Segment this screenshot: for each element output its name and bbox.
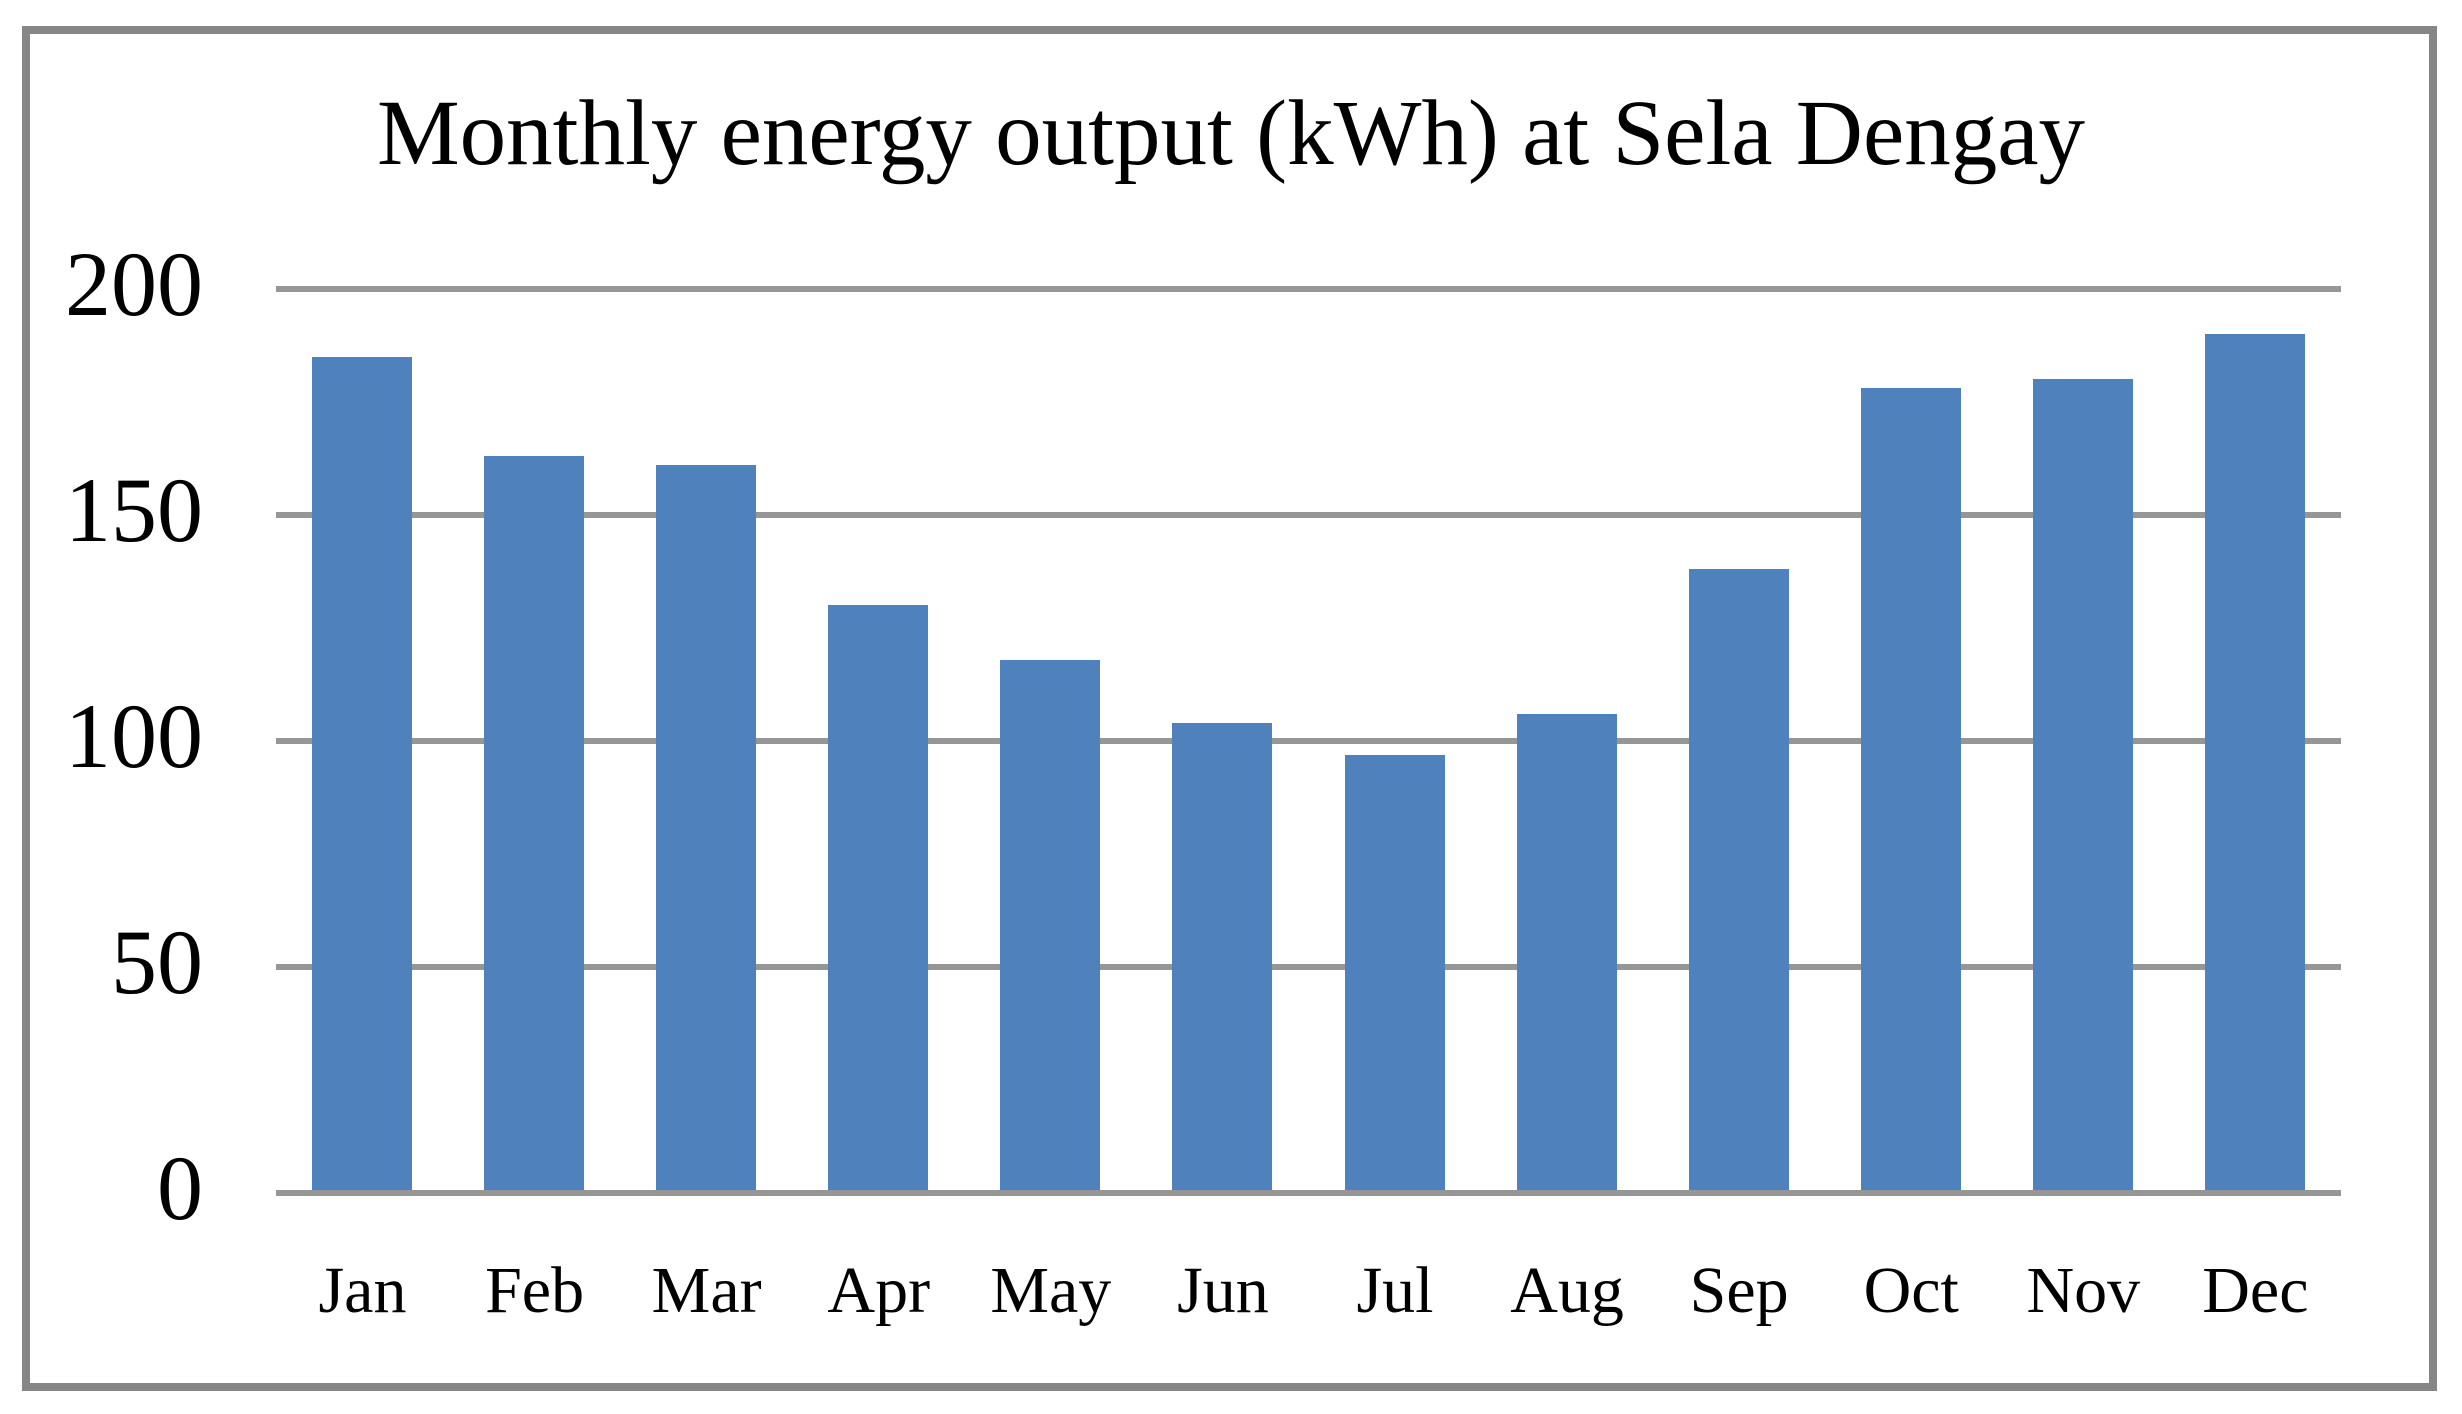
- y-tick-label: 200: [65, 232, 203, 335]
- bar-feb: [484, 456, 585, 1193]
- x-tick-label-nov: Nov: [2026, 1254, 2141, 1327]
- bar-jan: [312, 356, 413, 1193]
- x-tick-label-jan: Jan: [318, 1254, 407, 1327]
- gridline: [276, 512, 2341, 518]
- y-tick-label: 0: [157, 1136, 203, 1239]
- x-tick-label-jul: Jul: [1356, 1254, 1434, 1327]
- bar-may: [1000, 659, 1101, 1193]
- x-tick-label-dec: Dec: [2202, 1254, 2309, 1327]
- bar-oct: [1860, 388, 1961, 1193]
- y-tick-label: 100: [65, 684, 203, 787]
- gridline: [276, 738, 2341, 744]
- bar-nov: [2032, 379, 2133, 1193]
- bar-jun: [1172, 722, 1273, 1193]
- gridline: [276, 964, 2341, 970]
- x-tick-label-oct: Oct: [1863, 1254, 1959, 1327]
- bar-aug: [1516, 713, 1617, 1193]
- chart-border-frame: [22, 26, 2437, 1391]
- gridline: [276, 286, 2341, 292]
- x-tick-label-aug: Aug: [1510, 1254, 1624, 1327]
- x-tick-label-mar: Mar: [651, 1254, 762, 1327]
- chart-title: Monthly energy output (kWh) at Sela Deng…: [376, 82, 2086, 185]
- bar-jul: [1344, 754, 1445, 1193]
- x-tick-label-apr: Apr: [827, 1254, 931, 1327]
- x-tick-label-jun: Jun: [1177, 1254, 1269, 1327]
- bar-sep: [1688, 569, 1789, 1193]
- x-tick-label-may: May: [990, 1254, 1112, 1327]
- bar-dec: [2204, 334, 2305, 1193]
- bar-mar: [656, 465, 757, 1193]
- y-tick-label: 150: [65, 458, 203, 561]
- x-axis-line: [276, 1190, 2341, 1196]
- x-tick-label-feb: Feb: [485, 1254, 585, 1327]
- bar-apr: [828, 605, 929, 1193]
- x-tick-label-sep: Sep: [1689, 1254, 1789, 1327]
- y-tick-label: 50: [111, 910, 203, 1013]
